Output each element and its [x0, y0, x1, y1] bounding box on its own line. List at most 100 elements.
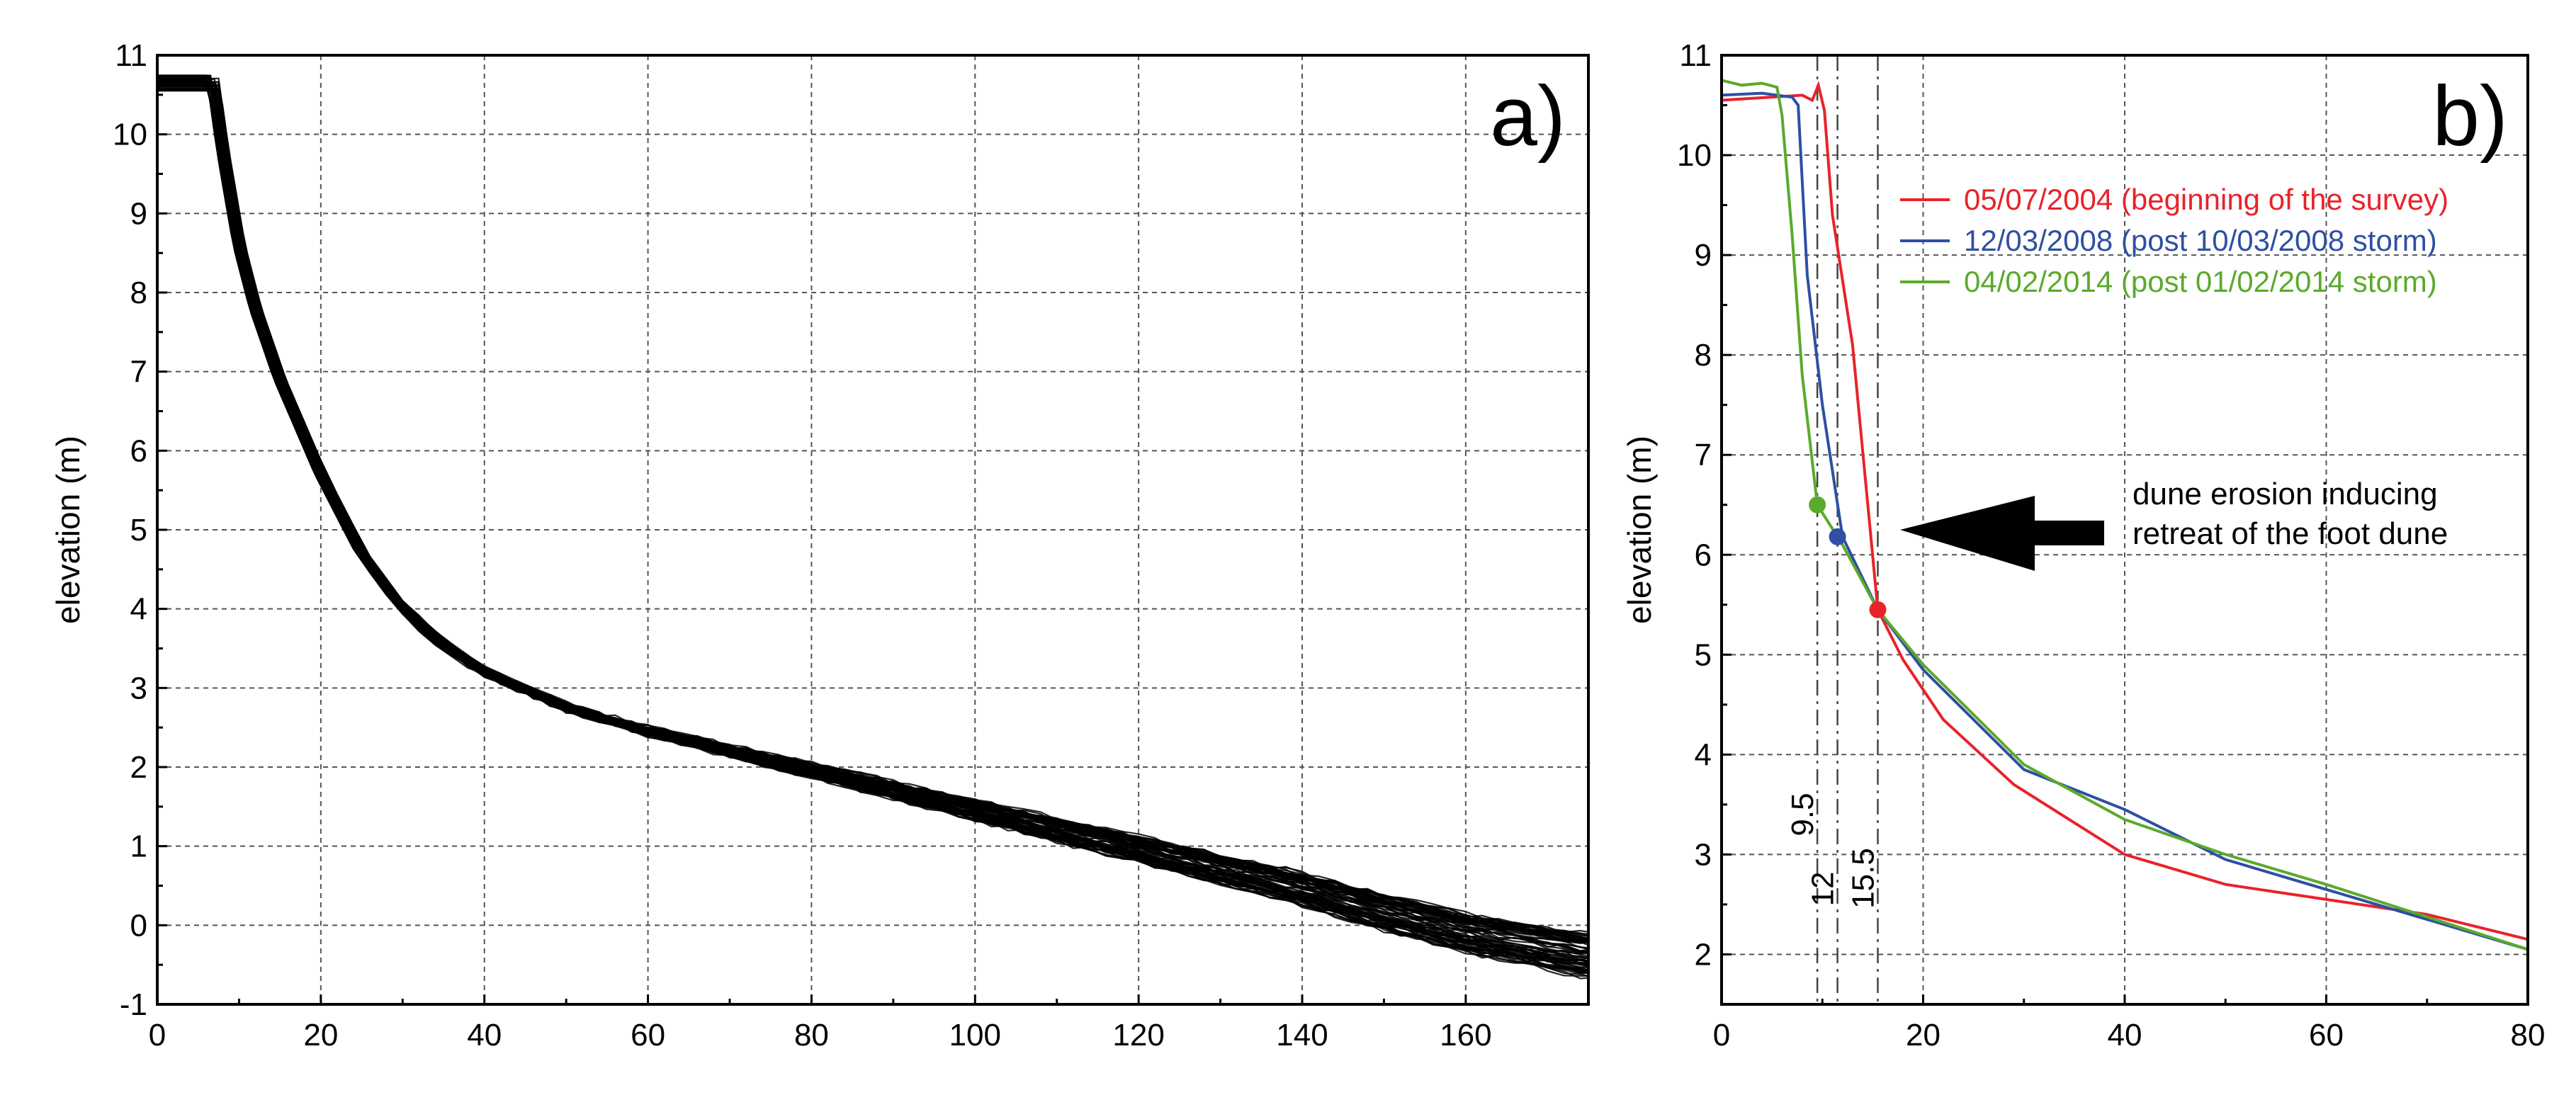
- series-line-0: [1721, 80, 2529, 941]
- panel-b-xtick-label: 60: [2309, 1018, 2344, 1053]
- panel-b-ytick-label: 5: [1695, 637, 1712, 672]
- panel-a-xtick-label: 40: [467, 1018, 502, 1053]
- foot-marker-9.5: [1809, 496, 1826, 514]
- profile-line: [157, 86, 1588, 962]
- profile-line: [157, 89, 1588, 962]
- profile-line: [157, 74, 1588, 965]
- panel-b-chart: 9.5 12 15.5 0 20 40 60 80 2 3 4 5 6 7 8 9 10 11 b) eleva…: [1621, 38, 2545, 1053]
- foot-marker-12: [1829, 528, 1846, 545]
- annotation-line-2: retreat of the foot dune: [2132, 516, 2448, 551]
- profile-line: [157, 74, 1588, 938]
- profile-line: [157, 75, 1588, 966]
- profile-line: [157, 86, 1588, 963]
- profile-line: [157, 83, 1588, 977]
- profile-line: [157, 84, 1588, 951]
- legend-label-2008: 12/03/2008 (post 10/03/2008 storm): [1964, 224, 2437, 257]
- profile-line: [157, 89, 1588, 953]
- panel-b-ylabel: elevation (m): [1621, 436, 1658, 624]
- profile-line: [157, 88, 1588, 949]
- profile-line: [157, 81, 1588, 941]
- panel-a-grid: [157, 55, 1588, 1004]
- panel-a-profiles: [157, 74, 1588, 980]
- panel-a-xtick-label: 120: [1112, 1018, 1164, 1053]
- profile-line: [157, 86, 1588, 963]
- profile-line: [157, 79, 1588, 945]
- panel-b-frame: [1720, 54, 2529, 1006]
- panel-a-ytick-label: 7: [130, 355, 147, 390]
- profile-line: [157, 79, 1588, 943]
- profile-line: [157, 76, 1588, 965]
- profile-line: [157, 78, 1588, 961]
- panel-a-xtick-label: 140: [1276, 1018, 1328, 1053]
- profile-line: [157, 74, 1588, 944]
- profile-line: [157, 81, 1588, 965]
- profile-line: [157, 88, 1588, 977]
- panel-b-ytick-label: 6: [1695, 538, 1712, 572]
- panel-b-ytick-label: 4: [1695, 737, 1712, 772]
- legend-label-2004: 05/07/2004 (beginning of the survey): [1964, 183, 2448, 216]
- profile-line: [157, 83, 1588, 968]
- panel-a-xtick-label: 20: [303, 1018, 338, 1053]
- panel-a-xtick-label: 60: [631, 1018, 665, 1053]
- panel-a-ytick-label: 3: [130, 671, 147, 705]
- panel-a-frame: [156, 54, 1590, 1006]
- panel-a-ytick-label: -1: [120, 987, 147, 1022]
- panel-b-xtick-label: 0: [1713, 1018, 1730, 1053]
- profile-line: [157, 89, 1588, 940]
- profile-line: [157, 79, 1588, 975]
- erosion-annotation: dune erosion inducing retreat of the foo…: [1900, 477, 2448, 571]
- profile-line: [157, 89, 1588, 954]
- panel-b-xtick-label: 20: [1906, 1018, 1941, 1053]
- profile-line: [157, 84, 1588, 934]
- panel-b-series: [1721, 79, 2529, 951]
- panel-b-ytick-label: 7: [1695, 438, 1712, 472]
- profile-line: [157, 88, 1588, 946]
- profile-line: [157, 88, 1588, 954]
- profile-line: [157, 84, 1588, 964]
- panel-b-ytick-label: 10: [1677, 138, 1712, 173]
- profile-line: [157, 84, 1588, 943]
- panel-a-ytick-label: 0: [130, 908, 147, 943]
- profile-line: [157, 76, 1588, 966]
- profile-line: [157, 81, 1588, 973]
- profile-line: [157, 81, 1588, 972]
- profile-line: [157, 83, 1588, 980]
- annotation-line-1: dune erosion inducing: [2132, 477, 2438, 511]
- panel-b-ytick-label: 2: [1695, 937, 1712, 972]
- foot-value-label: 12: [1806, 872, 1841, 907]
- profile-line: [157, 85, 1588, 943]
- panel-b-ticks: 0 20 40 60 80 2 3 4 5 6 7 8 9 10 11: [1677, 38, 2545, 1053]
- profile-line: [157, 81, 1588, 973]
- panel-a-ytick-label: 4: [130, 592, 147, 627]
- profile-line: [157, 85, 1588, 955]
- panel-b-ytick-label: 3: [1695, 837, 1712, 872]
- profile-line: [157, 89, 1588, 941]
- profile-line: [157, 81, 1588, 943]
- profile-line: [157, 84, 1588, 968]
- foot-value-label: 9.5: [1785, 793, 1820, 836]
- profile-line: [157, 88, 1588, 973]
- profile-line: [157, 89, 1588, 936]
- profile-line: [157, 84, 1588, 939]
- panel-a-ytick-label: 5: [130, 513, 147, 548]
- profile-line: [157, 85, 1588, 959]
- profile-line: [157, 85, 1588, 952]
- panel-a-ytick-label: 8: [130, 276, 147, 310]
- series-line-1: [1721, 91, 2529, 951]
- panel-a-xtick-label: 80: [794, 1018, 829, 1053]
- panel-a-ytick-label: 10: [113, 118, 147, 152]
- panel-b-ytick-label: 11: [1679, 38, 1712, 73]
- profile-line: [157, 75, 1588, 943]
- profile-line: [157, 89, 1588, 958]
- panel-a-ylabel: elevation (m): [50, 436, 86, 624]
- panel-b-foot-markers: 9.5 12 15.5: [1785, 496, 1887, 909]
- panel-b-ytick-label: 9: [1695, 238, 1712, 273]
- profile-line: [157, 85, 1588, 941]
- panel-a-ytick-label: 6: [130, 433, 147, 468]
- panel-a-xtick-label: 160: [1440, 1018, 1491, 1053]
- profile-line: [157, 76, 1588, 943]
- profile-line: [157, 86, 1588, 942]
- profile-line: [157, 82, 1588, 942]
